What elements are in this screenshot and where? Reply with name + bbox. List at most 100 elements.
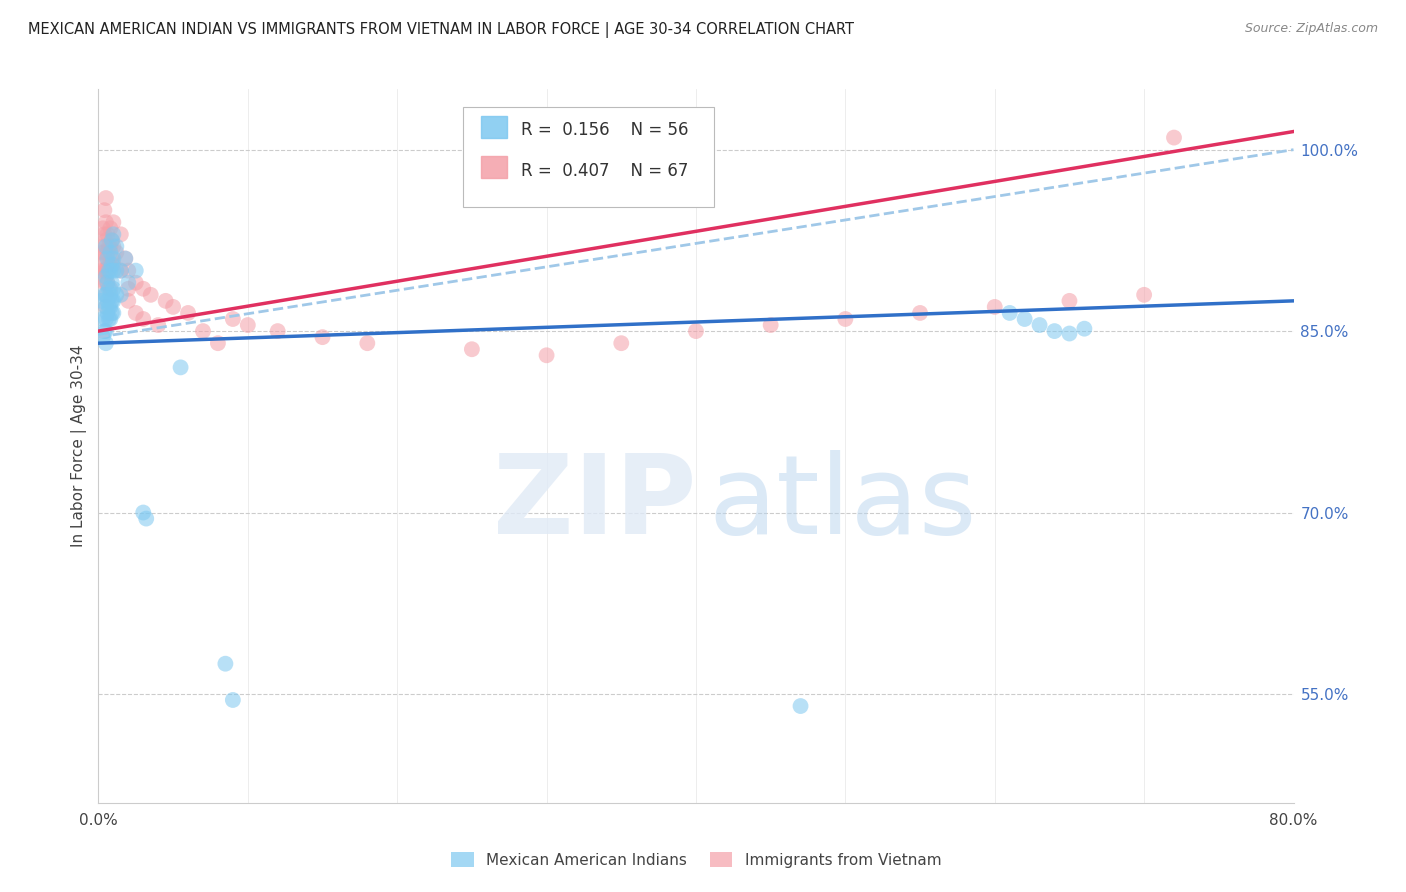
Point [94,312,117,326]
Point [169,360,191,375]
Point [94,324,117,338]
Point [101,258,124,272]
Point [98,288,122,302]
Point [93,203,115,218]
Point [267,324,290,338]
Point [132,506,155,520]
Point [90,245,112,260]
Y-axis label: In Labor Force | Age 30-34: In Labor Force | Age 30-34 [72,344,87,548]
Point [94,336,117,351]
Point [94,233,117,247]
Point [94,300,117,314]
Point [97,258,120,272]
Point [105,245,128,260]
Point [96,227,118,242]
Point [96,263,118,277]
Point [103,215,125,229]
Point [132,312,155,326]
Point [207,336,229,351]
Point [1163,130,1185,145]
Point [222,312,245,326]
Point [93,288,115,302]
Point [94,288,117,302]
Point [148,318,170,332]
Text: R =  0.156    N = 56: R = 0.156 N = 56 [522,121,689,139]
Point [101,293,124,308]
Point [105,263,128,277]
Point [96,252,118,266]
Point [117,293,139,308]
Point [103,293,125,308]
Point [94,276,117,290]
Point [125,263,148,277]
Point [311,330,333,344]
Point [94,269,117,284]
Point [759,318,782,332]
Point [98,300,122,314]
Point [98,221,122,235]
Point [94,239,117,253]
Point [177,306,200,320]
Point [97,263,120,277]
Point [90,293,112,308]
Point [834,312,856,326]
Point [97,239,120,253]
Point [105,239,128,253]
Point [91,312,114,326]
Point [1028,318,1050,332]
Point [96,306,118,320]
Point [461,343,484,357]
Point [94,288,117,302]
Point [97,312,120,326]
Point [610,336,633,351]
Point [91,258,114,272]
Point [103,239,125,253]
Point [101,252,124,266]
Point [103,258,125,272]
Point [117,276,139,290]
Point [98,258,122,272]
Point [101,233,124,247]
Point [1073,321,1095,335]
Point [103,306,125,320]
Bar [481,116,508,137]
Point [114,252,136,266]
Point [1059,326,1081,341]
Point [132,282,155,296]
Point [93,227,115,242]
Point [93,245,115,260]
Point [93,276,115,290]
Point [356,336,378,351]
Point [96,276,118,290]
Point [110,288,132,302]
Point [117,263,139,277]
Text: ZIP: ZIP [492,450,696,557]
Point [94,263,117,277]
Point [101,233,124,247]
Point [125,306,148,320]
Point [222,693,245,707]
Point [998,306,1021,320]
Point [98,312,122,326]
Point [96,276,118,290]
Point [155,293,177,308]
Point [125,276,148,290]
Text: R =  0.407    N = 67: R = 0.407 N = 67 [522,161,689,179]
Point [96,245,118,260]
Point [93,324,115,338]
Bar [481,156,508,178]
Point [191,324,214,338]
Point [94,252,117,266]
Point [98,245,122,260]
Point [93,263,115,277]
Point [110,263,132,277]
Point [103,252,125,266]
Point [1014,312,1036,326]
Point [90,263,112,277]
Point [94,215,117,229]
Point [101,306,124,320]
Point [236,318,259,332]
Point [983,300,1005,314]
Point [117,282,139,296]
Point [98,282,122,296]
